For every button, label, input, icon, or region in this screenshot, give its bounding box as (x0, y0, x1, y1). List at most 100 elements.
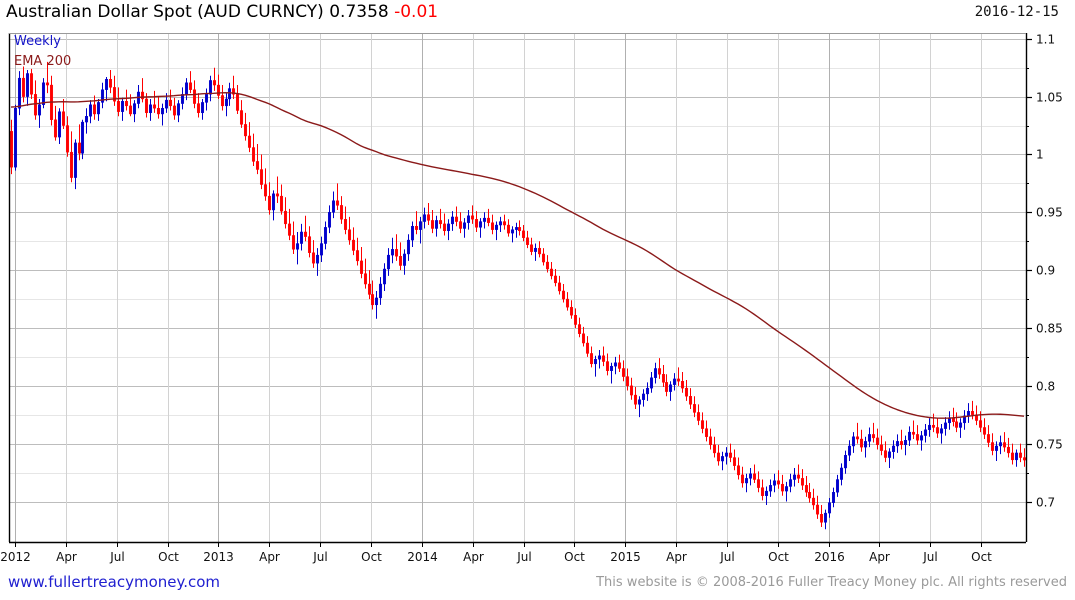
candle-body (617, 362, 622, 369)
candle-body (772, 480, 777, 486)
candle-body (553, 275, 558, 284)
candle-body (764, 490, 769, 496)
x-axis-label: Apr (56, 550, 77, 564)
candle-body (998, 442, 1003, 447)
candle-body (565, 298, 570, 308)
candle-body (92, 104, 97, 115)
chart-footer: www.fullertreacymoney.com This website i… (0, 570, 1075, 600)
candle-body (641, 393, 646, 400)
instrument-name: Australian Dollar Spot (AUD CURNCY) (6, 2, 324, 22)
candle-body (263, 184, 268, 197)
candle-body (514, 227, 519, 230)
candle-body (410, 225, 415, 241)
candle-body (978, 420, 983, 428)
candle-body (25, 73, 30, 97)
candle-body (283, 210, 288, 225)
candle-body (474, 219, 479, 228)
candle-body (935, 427, 940, 434)
x-axis-label: 2013 (203, 550, 234, 564)
candle-body (907, 431, 912, 441)
candle-body (708, 436, 713, 446)
x-axis-label: Oct (158, 550, 179, 564)
candle-body (827, 502, 832, 514)
x-axis-label: Apr (869, 550, 890, 564)
candle-body (430, 220, 435, 229)
candle-body (73, 142, 78, 178)
candle-body (462, 222, 467, 229)
candle-body (561, 290, 566, 300)
candle-body (116, 101, 121, 112)
candle-body (700, 420, 705, 429)
candle-body (426, 214, 431, 221)
candle-body (386, 254, 391, 270)
candle-body (478, 221, 483, 228)
candle-body (148, 104, 153, 114)
candle-body (851, 436, 856, 447)
candle-body (482, 217, 487, 222)
y-axis-label: 0.85 (1036, 322, 1063, 336)
candle-body (867, 434, 872, 442)
candle-body (724, 452, 729, 457)
candle-body (41, 82, 46, 105)
candle-body (1006, 446, 1011, 454)
last-price: 0.7358 (329, 2, 389, 22)
candle-body (144, 98, 149, 114)
candle-body (259, 169, 264, 185)
candle-body (780, 483, 785, 492)
x-axis-label: 2012 (0, 550, 31, 564)
y-axis-tick-labels: 0.7 0.75 0.8 0.85 0.9 0.95 1 1.05 1.1 (1026, 33, 1063, 510)
candle-body (212, 80, 217, 86)
site-url-link[interactable]: www.fullertreacymoney.com (8, 573, 221, 591)
candle-body (29, 73, 34, 95)
candle-body (390, 249, 395, 256)
candle-body (108, 79, 113, 88)
candle-body (645, 387, 650, 395)
candle-body (398, 256, 403, 266)
candle-body (871, 434, 876, 439)
candle-body (299, 231, 304, 244)
candle-body (235, 94, 240, 111)
candle-body (196, 103, 201, 114)
candle-body (446, 223, 451, 232)
candle-body (454, 216, 459, 222)
y-axis-label: 0.75 (1036, 438, 1063, 452)
x-axis-label: Apr (463, 550, 484, 564)
candle-body (9, 131, 14, 168)
candle-body (696, 412, 701, 421)
candle-body (982, 427, 987, 435)
candle-body (406, 239, 411, 255)
candle-body (315, 254, 320, 264)
candle-body (970, 411, 975, 415)
chart-canvas-area: 0.7 0.75 0.8 0.85 0.9 0.95 1 1.05 1.1 2012 Apr Jul… (0, 26, 1075, 571)
candle-body (863, 441, 868, 448)
candle-body (374, 297, 379, 306)
candle-body (53, 119, 58, 138)
candle-body (657, 368, 662, 375)
candle-body (224, 98, 229, 107)
y-axis-label: 0.7 (1036, 496, 1055, 510)
candle-body (879, 444, 884, 451)
candle-body (720, 456, 725, 462)
candle-body (613, 362, 618, 367)
candle-body (216, 84, 221, 96)
candle-body (712, 444, 717, 454)
x-axis-label: Apr (259, 550, 280, 564)
candle-body (279, 195, 284, 212)
candle-body (168, 99, 173, 107)
candle-body (835, 479, 840, 493)
candle-body (188, 82, 193, 90)
candle-body (704, 428, 709, 437)
candle-body (927, 424, 932, 430)
candle-body (21, 77, 26, 97)
candle-body (80, 121, 85, 154)
candle-body (557, 282, 562, 292)
candle-body (498, 221, 503, 226)
candle-body (692, 404, 697, 413)
candle-body (402, 253, 407, 266)
candle-body (319, 243, 324, 256)
x-axis-label: 2014 (407, 550, 438, 564)
candle-body (609, 365, 614, 371)
y-axis-label: 0.8 (1036, 380, 1055, 394)
candle-body (124, 101, 129, 107)
candle-body (255, 161, 260, 170)
